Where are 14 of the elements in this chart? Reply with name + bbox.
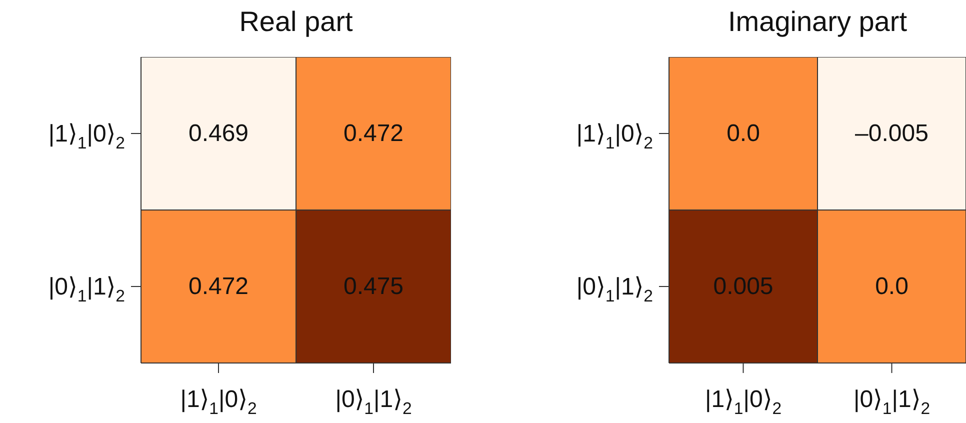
data-label: 0.0 (726, 120, 760, 147)
data-label: 0.472 (188, 273, 249, 300)
x-tick-label: |1⟩$_{1}$|0⟩$_{2}$ (180, 386, 257, 418)
data-label: 0.005 (713, 273, 774, 300)
chart-title: Imaginary part (727, 6, 908, 38)
data-label: –0.005 (855, 120, 928, 147)
x-tick-label: |0⟩$_{1}$|1⟩$_{2}$ (335, 386, 412, 418)
data-label: 0.0 (875, 273, 908, 300)
data-label: 0.469 (188, 120, 249, 147)
chart-title: Real part (238, 6, 354, 38)
x-tick-label: |0⟩$_{1}$|1⟩$_{2}$ (853, 386, 930, 418)
data-label: 0.472 (343, 120, 404, 147)
data-label: 0.475 (343, 273, 404, 300)
x-tick-label: |1⟩$_{1}$|0⟩$_{2}$ (704, 386, 782, 418)
